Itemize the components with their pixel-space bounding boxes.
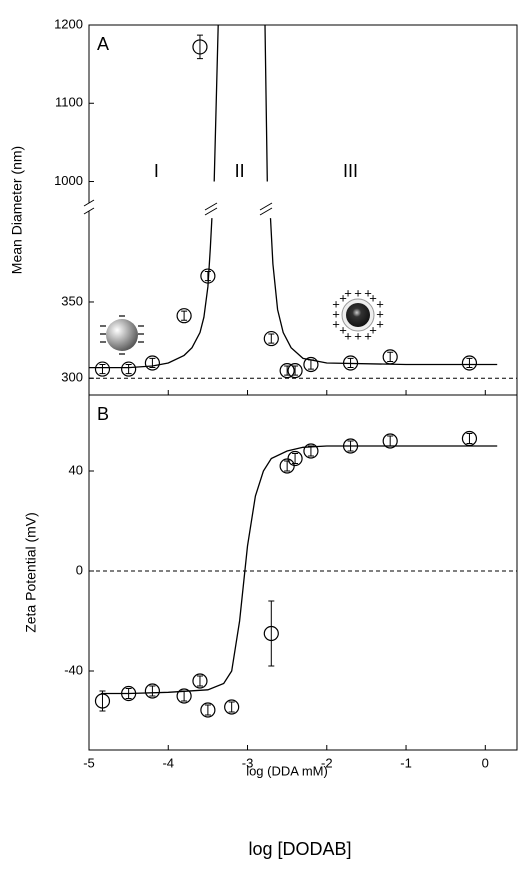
y-axis-label: Zeta Potential (mV) [23, 512, 39, 633]
region-label: I [154, 161, 159, 181]
y-tick-label: 1100 [55, 95, 83, 110]
x-tick-label: 0 [482, 755, 489, 770]
curve-break [259, 202, 273, 211]
svg-text:+: + [354, 328, 362, 343]
svg-text:+: + [376, 296, 384, 311]
data-point [144, 683, 161, 699]
data-point [263, 625, 279, 642]
particle-icon-charged: +++ ++ ++ ++ ++ ++ ++ + [332, 285, 384, 343]
axis-break [83, 207, 95, 215]
curve-break [204, 207, 218, 216]
data-point [287, 363, 303, 379]
data-point [287, 450, 303, 467]
svg-text:+: + [364, 285, 372, 300]
axis-break [83, 199, 95, 207]
plot-frame [88, 24, 518, 396]
y-tick-label: 350 [61, 293, 83, 308]
data-point [224, 699, 240, 715]
data-point [200, 702, 216, 718]
error-bar [466, 433, 473, 444]
y-tick-label: 300 [61, 370, 83, 385]
error-bar [149, 685, 156, 697]
fit-line [89, 24, 219, 369]
error-bar [292, 453, 299, 464]
error-bar [204, 704, 211, 716]
data-point [121, 361, 137, 377]
y-tick-label: 40 [69, 462, 83, 477]
panel-label: B [97, 404, 109, 424]
svg-text:+: + [376, 306, 384, 321]
error-bar [307, 359, 314, 370]
error-bar [268, 333, 275, 344]
x-tick-label: -1 [400, 755, 412, 770]
y-axis-label: Mean Diameter (nm) [9, 146, 25, 274]
x-tick-label: -4 [162, 755, 174, 770]
data-point [144, 355, 161, 371]
curve-break [259, 207, 273, 216]
error-bar [228, 701, 235, 713]
footer-label: log [DODAB] [248, 839, 351, 859]
data-point [176, 308, 192, 324]
data-point [192, 39, 208, 55]
svg-text:+: + [354, 285, 362, 300]
error-bar [196, 34, 203, 60]
region-label: III [343, 161, 358, 181]
data-point [176, 688, 192, 704]
axis-break-gap [86, 203, 92, 211]
data-point [94, 361, 111, 377]
x-tick-label: -3 [242, 755, 254, 770]
data-point [303, 443, 319, 459]
svg-text:+: + [364, 328, 372, 343]
svg-text:+: + [339, 290, 347, 305]
svg-text:+: + [369, 322, 377, 337]
error-bar [268, 600, 275, 667]
svg-text:+: + [344, 285, 352, 300]
svg-text:+: + [332, 296, 340, 311]
error-bar [181, 690, 188, 702]
data-point [461, 355, 478, 371]
data-point [279, 363, 295, 379]
data-point [192, 673, 208, 689]
svg-text:+: + [376, 316, 384, 331]
svg-text:+: + [344, 328, 352, 343]
data-point [263, 330, 279, 347]
error-bar [387, 351, 394, 362]
data-point [303, 356, 319, 373]
y-tick-label: 1200 [54, 16, 83, 31]
data-point [382, 433, 398, 449]
x-tick-label: -2 [321, 755, 333, 770]
error-bar [196, 675, 203, 687]
fit-line [264, 24, 498, 366]
error-bar [99, 364, 106, 375]
error-bar [307, 445, 314, 457]
svg-text:+: + [332, 306, 340, 321]
x-axis-label: log (DDA mM) [246, 763, 328, 778]
error-bar [466, 357, 473, 369]
fit-line [100, 445, 498, 695]
curve-break [204, 202, 218, 211]
error-bar [181, 310, 188, 321]
y-tick-label: 1000 [54, 173, 83, 188]
svg-text:+: + [332, 316, 340, 331]
svg-text:+: + [369, 290, 377, 305]
panel-label: A [97, 34, 109, 54]
y-tick-label: 0 [76, 562, 83, 577]
error-bar [387, 435, 394, 447]
y-tick-label: -40 [64, 662, 83, 677]
error-bar [125, 364, 132, 375]
svg-text:+: + [339, 322, 347, 337]
particle-icon-neutral [100, 315, 144, 355]
x-tick-label: -5 [83, 755, 95, 770]
plot-frame [88, 394, 518, 751]
region-label: II [235, 161, 245, 181]
error-bar [292, 365, 299, 376]
